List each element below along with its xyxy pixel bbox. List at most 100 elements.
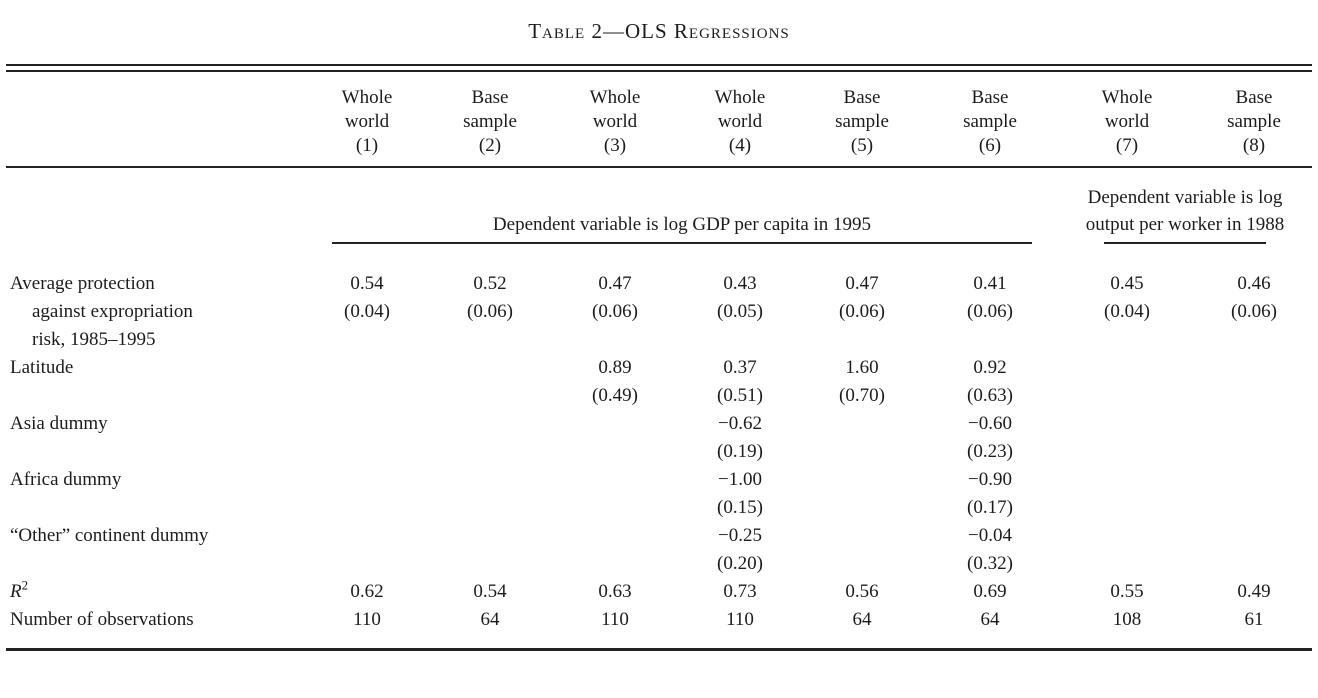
se-value: (0.17) [967, 497, 1013, 518]
col-header-4: Whole world (4) [678, 72, 802, 168]
se-value: (0.05) [717, 301, 763, 322]
coef-value: 0.55 [1110, 581, 1144, 602]
cell: 0.46 (0.06) [1196, 244, 1312, 354]
col-header-6: Base sample (6) [922, 72, 1058, 168]
cell: 0.62 [306, 578, 428, 606]
coef-value: 0.92 [973, 357, 1007, 378]
coef-value: 0.46 [1237, 273, 1271, 294]
col-header-7: Whole world (7) [1058, 72, 1196, 168]
row-label-other-continent-dummy: “Other” continent dummy [10, 525, 209, 546]
spanner-gdp-per-capita: Dependent variable is log GDP per capita… [306, 167, 1058, 244]
cell [1058, 410, 1196, 466]
cell [1058, 522, 1196, 578]
col-header-1: Whole world (1) [306, 72, 428, 168]
cell [428, 466, 552, 522]
coef-value: 0.45 [1110, 273, 1144, 294]
table-row-r-squared: R2 0.62 0.54 0.63 0.73 0.56 0.69 0.55 0.… [6, 578, 1312, 606]
cell: 0.69 [922, 578, 1058, 606]
col-sample-label: Whole world [1101, 87, 1153, 132]
cell [1196, 466, 1312, 522]
se-value: (0.63) [967, 385, 1013, 406]
cell [306, 466, 428, 522]
spanner-spacer [6, 167, 306, 244]
coef-value: 108 [1112, 609, 1142, 630]
se-value: (0.20) [717, 553, 763, 574]
cell: 64 [428, 606, 552, 651]
cell: 0.47 (0.06) [802, 244, 922, 354]
coef-value: 0.43 [723, 273, 757, 294]
cell: 108 [1058, 606, 1196, 651]
coef-value: 0.47 [598, 273, 632, 294]
coef-value: 0.54 [350, 273, 384, 294]
cell: −0.60 (0.23) [922, 410, 1058, 466]
coef-value: −0.60 [968, 413, 1012, 434]
cell: 0.37 (0.51) [678, 354, 802, 410]
se-value: (0.06) [839, 301, 885, 322]
table-row-average-protection: Average protection against expropriation… [6, 244, 1312, 354]
row-label-header [6, 72, 306, 168]
se-value: (0.06) [467, 301, 513, 322]
cell: 1.60 (0.70) [802, 354, 922, 410]
se-value: (0.06) [592, 301, 638, 322]
coef-value: −0.62 [718, 413, 762, 434]
cell: 0.45 (0.04) [1058, 244, 1196, 354]
cell: 0.89 (0.49) [552, 354, 678, 410]
spanner-gdp-underline [332, 242, 1032, 244]
column-header-row: Whole world (1) Base sample (2) Whole wo… [6, 72, 1312, 168]
col-header-8: Base sample (8) [1196, 72, 1312, 168]
cell [1058, 466, 1196, 522]
col-number: (2) [478, 135, 502, 156]
cell: 0.63 [552, 578, 678, 606]
col-sample-label: Base sample [1227, 87, 1281, 132]
table-row-other-continent-dummy: “Other” continent dummy −0.25 (0.20) −0.0… [6, 522, 1312, 578]
se-value: (0.49) [592, 385, 638, 406]
cell: −0.90 (0.17) [922, 466, 1058, 522]
coef-value: 0.62 [350, 581, 384, 602]
col-sample-label: Whole world [714, 87, 766, 132]
cell: −0.04 (0.32) [922, 522, 1058, 578]
row-label-africa-dummy: Africa dummy [10, 469, 122, 490]
coef-value: 64 [980, 609, 1000, 630]
se-value: (0.23) [967, 441, 1013, 462]
cell: −0.62 (0.19) [678, 410, 802, 466]
cell: 110 [552, 606, 678, 651]
cell: 0.54 [428, 578, 552, 606]
se-value: (0.04) [1104, 301, 1150, 322]
col-number: (7) [1115, 135, 1139, 156]
spanner-gdp-label: Dependent variable is log GDP per capita… [492, 214, 872, 235]
col-number: (5) [850, 135, 874, 156]
cell [802, 466, 922, 522]
spanner-output-label: Dependent variable is log output per wor… [1085, 187, 1285, 235]
table-row-number-of-observations: Number of observations 110 64 110 110 64… [6, 606, 1312, 651]
spanner-output-underline [1104, 242, 1266, 244]
table-title: Table 2—OLS Regressions [528, 19, 790, 43]
coef-value: 0.63 [598, 581, 632, 602]
row-label-r-squared: R2 [10, 577, 29, 602]
coef-value: −0.90 [968, 469, 1012, 490]
coef-value: 64 [480, 609, 500, 630]
se-value: (0.06) [967, 301, 1013, 322]
coef-value: 64 [852, 609, 872, 630]
coef-value: 0.52 [473, 273, 507, 294]
cell: 0.52 (0.06) [428, 244, 552, 354]
cell: −0.25 (0.20) [678, 522, 802, 578]
col-header-3: Whole world (3) [552, 72, 678, 168]
cell [1196, 522, 1312, 578]
row-label-latitude: Latitude [10, 357, 74, 378]
cell [428, 522, 552, 578]
cell [306, 354, 428, 410]
cell [802, 522, 922, 578]
top-double-rule [6, 64, 1312, 72]
cell: 0.92 (0.63) [922, 354, 1058, 410]
table-row-asia-dummy: Asia dummy −0.62 (0.19) −0.60 (0.23) [6, 410, 1312, 466]
cell: 110 [306, 606, 428, 651]
coef-value: 0.37 [723, 357, 757, 378]
cell [1058, 354, 1196, 410]
cell [1196, 354, 1312, 410]
coef-value: 0.47 [845, 273, 879, 294]
cell: 110 [678, 606, 802, 651]
cell: 0.47 (0.06) [552, 244, 678, 354]
cell: 61 [1196, 606, 1312, 651]
col-number: (6) [978, 135, 1002, 156]
